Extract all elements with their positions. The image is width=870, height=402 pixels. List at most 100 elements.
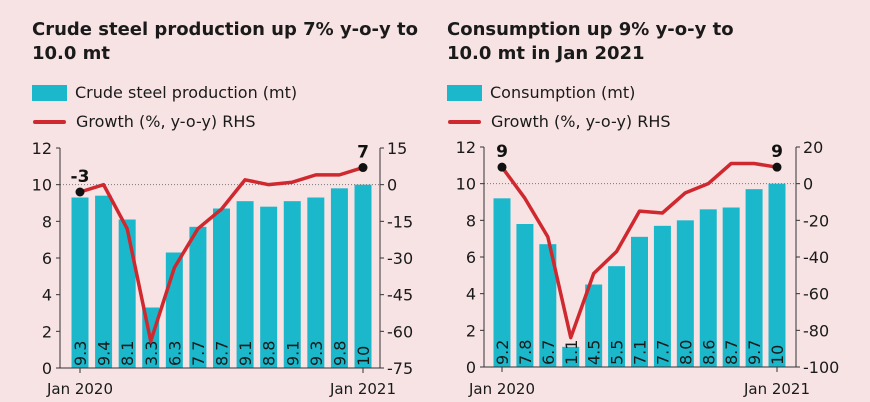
right-tick-label: -100 xyxy=(803,358,839,377)
bar-value-label: 3.3 xyxy=(142,341,161,366)
left-tick-label: 8 xyxy=(466,211,476,230)
consumption-chart: 0 2 4 6 8 10 12 -100 -80 -60 -40 -20 0 20 Jan 2020 Jan … xyxy=(456,138,840,398)
endpoint-label: 7 xyxy=(357,143,369,163)
right-tick-label: -80 xyxy=(803,321,829,340)
bar-value-label: 8.0 xyxy=(676,340,695,365)
left-tick-label: 0 xyxy=(42,359,52,378)
bar-value-label: 5.5 xyxy=(608,340,627,365)
bar xyxy=(493,198,511,367)
bar-value-label: 8.7 xyxy=(213,341,232,366)
left-tick-label: 12 xyxy=(456,138,476,157)
left-tick-label: 12 xyxy=(32,139,52,158)
bar-value-label: 7.8 xyxy=(516,340,535,365)
bar xyxy=(745,189,763,367)
right-tick-label: 15 xyxy=(387,139,407,158)
bar-value-label: 7.7 xyxy=(653,340,672,365)
growth-line xyxy=(79,165,364,343)
left-chart-title: Crude steel production up 7% y-o-y to 10… xyxy=(32,19,418,64)
bar xyxy=(354,184,372,368)
left-tick-label: 6 xyxy=(466,248,476,267)
right-tick-label: 0 xyxy=(803,175,813,194)
left-tick-label: 4 xyxy=(42,286,52,305)
bar xyxy=(562,346,580,367)
right-tick-label: -15 xyxy=(387,212,413,231)
right-tick-label: 20 xyxy=(803,138,823,157)
bar xyxy=(768,183,786,367)
right-tick-label: 0 xyxy=(387,176,397,195)
left-tick-label: 4 xyxy=(466,285,476,304)
legend-line-label: Growth (%, y-o-y) RHS xyxy=(491,112,671,131)
x-tick-label: Jan 2020 xyxy=(468,380,535,398)
bar xyxy=(260,206,278,368)
line-swatch xyxy=(33,119,66,124)
bar-value-label: 8.6 xyxy=(699,340,718,365)
right-tick-label: -20 xyxy=(803,211,829,230)
bar xyxy=(722,207,740,367)
bar-value-label: 10 xyxy=(354,346,373,366)
bar-value-label: 9.1 xyxy=(283,341,302,366)
right-tick-label: -40 xyxy=(803,248,829,267)
bar xyxy=(330,188,348,368)
legend-line-label: Growth (%, y-o-y) RHS xyxy=(76,112,256,131)
bar-value-label: 8.8 xyxy=(260,341,279,366)
left-legend-line: Growth (%, y-o-y) RHS xyxy=(32,112,256,131)
bar xyxy=(95,195,113,368)
bar xyxy=(71,197,89,368)
bar-swatch xyxy=(32,84,67,101)
bar-value-label: 9.2 xyxy=(493,340,512,365)
bar xyxy=(283,201,301,368)
bar-value-label: 8.1 xyxy=(118,341,137,366)
legend-bar-label: Consumption (mt) xyxy=(490,83,636,102)
legend-bar-label: Crude steel production (mt) xyxy=(75,83,298,102)
bar-value-label: 4.5 xyxy=(585,340,604,365)
bar-value-label: 9.7 xyxy=(745,340,764,365)
bar xyxy=(631,236,648,367)
bar-value-label: 6.7 xyxy=(539,340,558,365)
bar-value-label: 8.7 xyxy=(722,340,741,365)
bar xyxy=(307,197,325,368)
left-tick-label: 8 xyxy=(42,212,52,231)
bar-value-label: 9.3 xyxy=(307,341,326,366)
right-tick-label: -60 xyxy=(387,322,413,341)
right-legend-bar: Consumption (mt) xyxy=(447,83,635,102)
right-tick-label: -45 xyxy=(387,286,413,305)
bar-value-label: 7.1 xyxy=(631,340,650,365)
endpoint-label: 9 xyxy=(496,142,508,162)
bar-value-label: 10 xyxy=(768,345,787,365)
left-legend-bar: Crude steel production (mt) xyxy=(32,83,297,102)
left-tick-label: 2 xyxy=(466,321,476,340)
bar xyxy=(585,284,603,367)
bar xyxy=(676,220,694,367)
bar-value-label: 9.1 xyxy=(236,341,255,366)
endpoint-marker xyxy=(497,162,507,172)
x-tick-label: Jan 2021 xyxy=(743,380,810,398)
x-tick-label: Jan 2020 xyxy=(46,380,113,398)
bar-value-label: 1.1 xyxy=(562,340,581,365)
bar-value-label: 6.3 xyxy=(165,341,184,366)
bar xyxy=(608,266,626,367)
endpoint-marker xyxy=(772,162,782,172)
left-tick-label: 10 xyxy=(456,175,476,194)
endpoint-marker xyxy=(75,187,85,197)
bar-value-label: 9.3 xyxy=(71,341,90,366)
left-tick-label: 10 xyxy=(32,176,52,195)
endpoint-label: -3 xyxy=(71,167,90,187)
bar-value-label: 9.4 xyxy=(95,341,114,366)
left-tick-label: 2 xyxy=(42,322,52,341)
endpoint-marker xyxy=(358,163,368,173)
line-swatch xyxy=(448,119,481,124)
right-chart-title: Consumption up 9% y-o-y to 10.0 mt in Ja… xyxy=(447,19,734,64)
bar-value-label: 7.7 xyxy=(189,341,208,366)
bar-value-label: 9.8 xyxy=(330,341,349,366)
right-tick-label: -75 xyxy=(387,359,413,378)
left-tick-label: 6 xyxy=(42,249,52,268)
bar xyxy=(516,224,534,367)
bar xyxy=(236,201,254,368)
x-tick-label: Jan 2021 xyxy=(329,380,396,398)
production-chart: 0 2 4 6 8 10 12 -75 -60 -45 -30 -15 0 15 Jan 2020 Jan 2… xyxy=(32,139,414,398)
bar xyxy=(213,208,230,368)
right-tick-label: -60 xyxy=(803,285,829,304)
bar xyxy=(539,244,557,367)
growth-line xyxy=(500,161,778,340)
